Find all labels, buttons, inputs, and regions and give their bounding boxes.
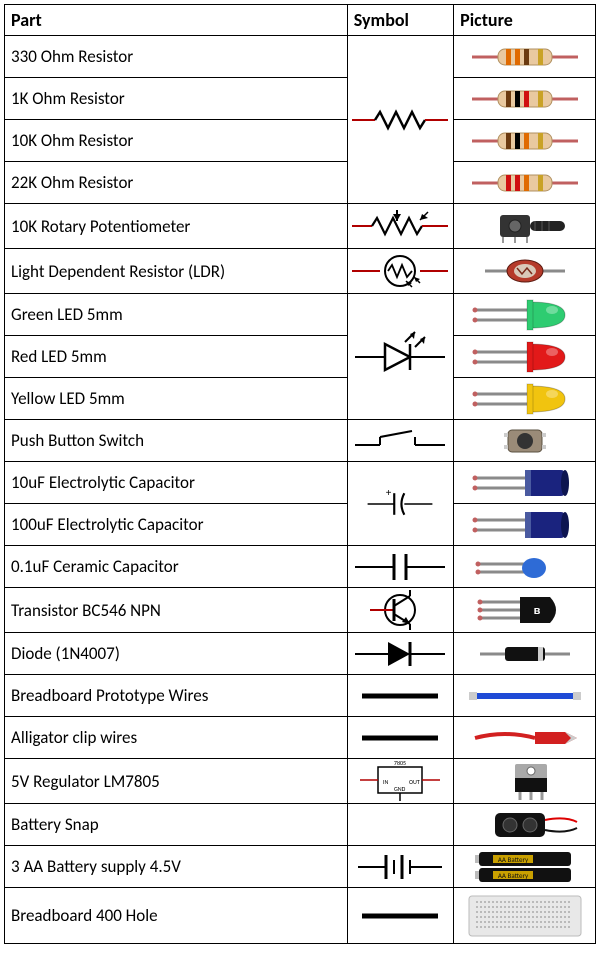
table-row: 3 AA Battery supply 4.5V AA Battery AA B… <box>5 846 596 888</box>
table-row: 1K Ohm Resistor <box>5 78 596 120</box>
part-cell: Light Dependent Resistor (LDR) <box>5 249 348 294</box>
table-row: Breadboard 400 Hole <box>5 888 596 944</box>
symbol-cell: + <box>347 462 453 546</box>
picture-cell <box>454 804 596 846</box>
table-row: Battery Snap <box>5 804 596 846</box>
symbol-cell <box>347 204 453 249</box>
picture-cell <box>454 633 596 675</box>
table-row: Green LED 5mm <box>5 294 596 336</box>
picture-cell: в <box>454 588 596 633</box>
picture-cell <box>454 294 596 336</box>
part-cell: Battery Snap <box>5 804 348 846</box>
picture-cell <box>454 759 596 804</box>
picture-cell <box>454 675 596 717</box>
table-row: 10uF Electrolytic Capacitor + <box>5 462 596 504</box>
picture-cell <box>454 204 596 249</box>
header-picture: Picture <box>454 5 596 36</box>
part-cell: 10uF Electrolytic Capacitor <box>5 462 348 504</box>
svg-text:в: в <box>533 605 540 617</box>
part-cell: 10K Ohm Resistor <box>5 120 348 162</box>
components-table: Part Symbol Picture 330 Ohm Resistor 1K … <box>4 4 596 944</box>
picture-cell <box>454 717 596 759</box>
part-cell: 0.1uF Ceramic Capacitor <box>5 546 348 588</box>
table-row: Alligator clip wires <box>5 717 596 759</box>
table-row: Light Dependent Resistor (LDR) <box>5 249 596 294</box>
header-part: Part <box>5 5 348 36</box>
part-cell: Transistor BC546 NPN <box>5 588 348 633</box>
picture-cell <box>454 120 596 162</box>
picture-cell <box>454 78 596 120</box>
picture-cell <box>454 378 596 420</box>
table-row: Diode (1N4007) <box>5 633 596 675</box>
symbol-cell <box>347 717 453 759</box>
symbol-cell: 7805 IN OUT GND <box>347 759 453 804</box>
svg-text:AA Battery: AA Battery <box>497 855 528 864</box>
table-row: Red LED 5mm <box>5 336 596 378</box>
picture-cell <box>454 336 596 378</box>
picture-cell <box>454 420 596 462</box>
part-cell: Push Button Switch <box>5 420 348 462</box>
header-symbol: Symbol <box>347 5 453 36</box>
picture-cell <box>454 546 596 588</box>
part-cell: Breadboard Prototype Wires <box>5 675 348 717</box>
part-cell: 5V Regulator LM7805 <box>5 759 348 804</box>
table-row: 5V Regulator LM7805 7805 IN OUT GND <box>5 759 596 804</box>
part-cell: 330 Ohm Resistor <box>5 36 348 78</box>
svg-text:7805: 7805 <box>394 761 406 767</box>
symbol-cell <box>347 294 453 420</box>
symbol-cell <box>347 546 453 588</box>
symbol-cell <box>347 633 453 675</box>
symbol-cell <box>347 36 453 204</box>
table-row: 0.1uF Ceramic Capacitor <box>5 546 596 588</box>
picture-cell <box>454 162 596 204</box>
svg-text:+: + <box>386 488 392 499</box>
symbol-cell <box>347 804 453 846</box>
symbol-cell <box>347 420 453 462</box>
part-cell: 100uF Electrolytic Capacitor <box>5 504 348 546</box>
part-cell: Breadboard 400 Hole <box>5 888 348 944</box>
part-cell: Green LED 5mm <box>5 294 348 336</box>
part-cell: 1K Ohm Resistor <box>5 78 348 120</box>
svg-text:AA Battery: AA Battery <box>497 871 528 880</box>
part-cell: Diode (1N4007) <box>5 633 348 675</box>
picture-cell <box>454 36 596 78</box>
symbol-cell <box>347 888 453 944</box>
table-row: 330 Ohm Resistor <box>5 36 596 78</box>
svg-text:OUT: OUT <box>409 778 420 786</box>
table-row: Yellow LED 5mm <box>5 378 596 420</box>
picture-cell: AA Battery AA Battery <box>454 846 596 888</box>
table-row: 10K Rotary Potentiometer <box>5 204 596 249</box>
part-cell: 10K Rotary Potentiometer <box>5 204 348 249</box>
table-row: Transistor BC546 NPN в <box>5 588 596 633</box>
part-cell: Alligator clip wires <box>5 717 348 759</box>
header-row: Part Symbol Picture <box>5 5 596 36</box>
table-row: Push Button Switch <box>5 420 596 462</box>
part-cell: Yellow LED 5mm <box>5 378 348 420</box>
part-cell: 22K Ohm Resistor <box>5 162 348 204</box>
symbol-cell <box>347 588 453 633</box>
table-row: 100uF Electrolytic Capacitor <box>5 504 596 546</box>
symbol-cell <box>347 846 453 888</box>
picture-cell <box>454 462 596 504</box>
picture-cell <box>454 504 596 546</box>
table-row: 10K Ohm Resistor <box>5 120 596 162</box>
table-row: Breadboard Prototype Wires <box>5 675 596 717</box>
symbol-cell <box>347 675 453 717</box>
table-row: 22K Ohm Resistor <box>5 162 596 204</box>
picture-cell <box>454 888 596 944</box>
svg-text:IN: IN <box>383 778 389 786</box>
symbol-cell <box>347 249 453 294</box>
picture-cell <box>454 249 596 294</box>
svg-text:GND: GND <box>394 785 406 793</box>
part-cell: Red LED 5mm <box>5 336 348 378</box>
part-cell: 3 AA Battery supply 4.5V <box>5 846 348 888</box>
